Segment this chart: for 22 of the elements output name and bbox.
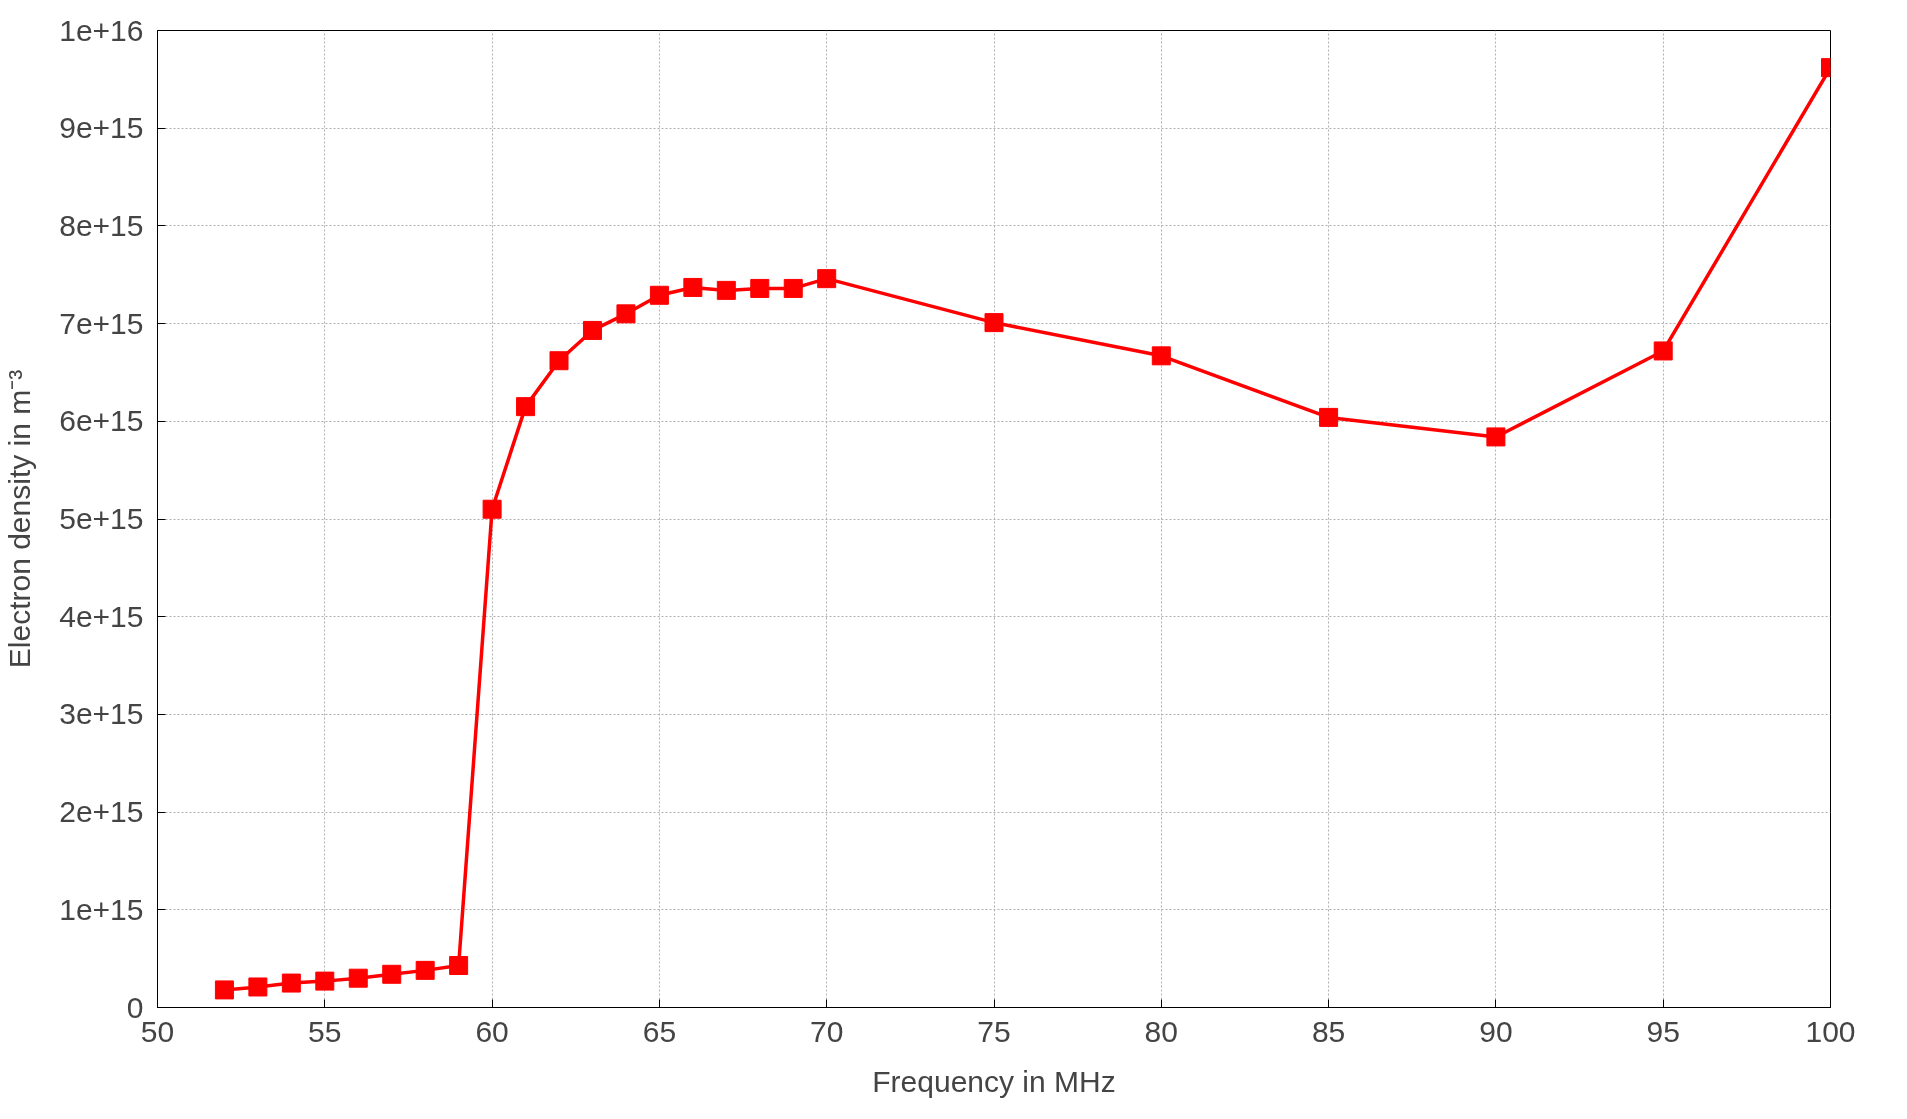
x-tick-label: 95 [1646, 1014, 1680, 1048]
x-axis-title: Frequency in MHz [872, 1064, 1116, 1098]
x-tick-label: 70 [810, 1014, 844, 1048]
x-tick-label: 60 [475, 1014, 509, 1048]
y-tick-label: 4e+15 [59, 599, 144, 633]
y-tick-label: 7e+15 [59, 306, 144, 340]
y-tick-label: 1e+16 [59, 13, 144, 47]
x-tick-label: 90 [1479, 1014, 1513, 1048]
y-tick-label: 9e+15 [59, 111, 144, 145]
y-axis-title: Electron density in m⁻³ [3, 369, 37, 669]
x-tick-label: 75 [977, 1014, 1011, 1048]
y-tick-label: 8e+15 [59, 208, 144, 242]
y-tick-label: 3e+15 [59, 697, 144, 731]
y-tick-label: 1e+15 [59, 892, 144, 926]
y-tick-label: 5e+15 [59, 502, 144, 535]
y-tick-label: 6e+15 [59, 404, 144, 438]
x-tick-label: 85 [1311, 1014, 1346, 1048]
x-tick-label: 65 [642, 1014, 677, 1048]
x-tick-label: 80 [1144, 1014, 1178, 1048]
y-tick-label: 2e+15 [59, 795, 144, 829]
x-tick-label: 55 [308, 1014, 342, 1048]
x-tick-label: 100 [1805, 1014, 1856, 1048]
